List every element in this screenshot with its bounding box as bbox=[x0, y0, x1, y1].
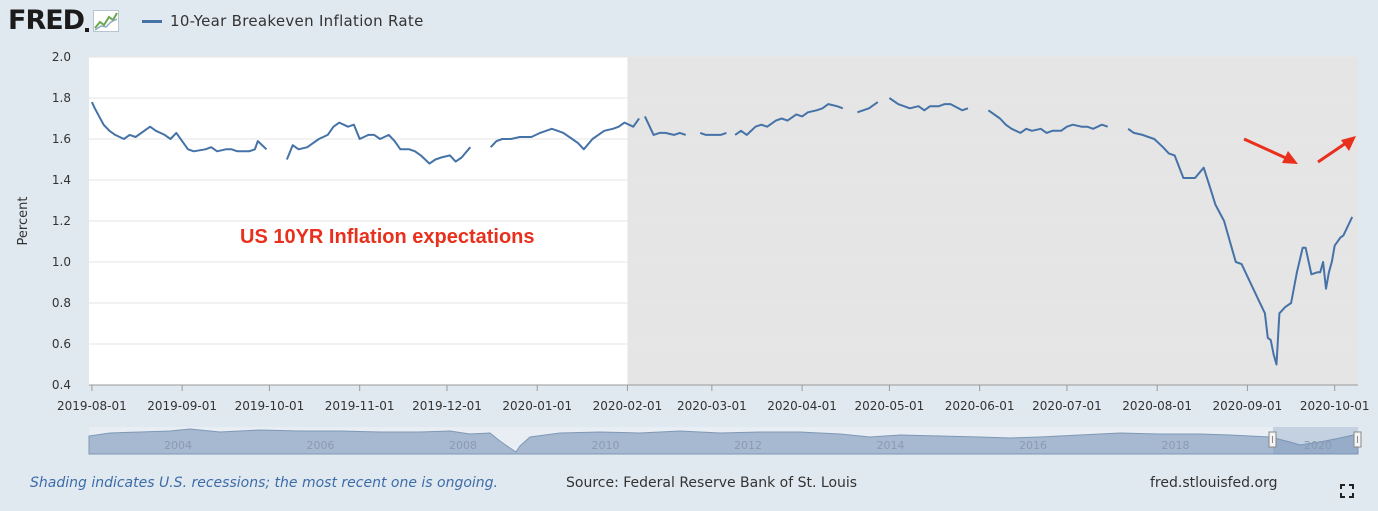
x-tick-label: 2020-04-01 bbox=[767, 399, 837, 413]
navigator-tick-label: 2014 bbox=[877, 439, 905, 452]
series-line-segment bbox=[699, 131, 727, 136]
x-tick-label: 2019-09-01 bbox=[147, 399, 217, 413]
fred-logo-text: FRED bbox=[8, 5, 85, 36]
x-tick-label: 2019-12-01 bbox=[412, 399, 482, 413]
chart-legend[interactable]: 10-Year Breakeven Inflation Rate bbox=[142, 12, 424, 30]
arrow-up-right-icon bbox=[1317, 136, 1356, 164]
y-tick-label: 1.6 bbox=[52, 132, 71, 146]
x-tick-label: 2020-09-01 bbox=[1213, 399, 1283, 413]
navigator-tick-label: 2004 bbox=[164, 439, 192, 452]
recession-note: Shading indicates U.S. recessions; the m… bbox=[30, 475, 499, 491]
source-url-link[interactable]: fred.stlouisfed.org bbox=[1150, 475, 1278, 491]
series-line bbox=[90, 97, 1354, 366]
y-axis-label: Percent bbox=[16, 197, 31, 246]
chart-header: FRED 10-Year Breakeven Inflation Rate bbox=[0, 0, 1378, 44]
x-tick-label: 2019-11-01 bbox=[325, 399, 395, 413]
arrow-down-right-icon bbox=[1243, 137, 1298, 164]
legend-label: 10-Year Breakeven Inflation Rate bbox=[170, 12, 424, 30]
x-tick-label: 2020-07-01 bbox=[1032, 399, 1102, 413]
navigator-tick-label: 2020 bbox=[1304, 439, 1332, 452]
x-tick-label: 2020-02-01 bbox=[593, 399, 663, 413]
navigator-ticks: 2004 2006 2008 2010 2012 2014 2016 2018 2020 bbox=[164, 439, 1332, 452]
series-line-segment bbox=[285, 121, 472, 165]
series-line-segment bbox=[857, 101, 879, 114]
source-text: Source: Federal Reserve Bank of St. Loui… bbox=[566, 475, 858, 491]
series-line-segment bbox=[734, 103, 844, 136]
y-tick-label: 1.2 bbox=[52, 214, 71, 228]
y-tick-label: 1.4 bbox=[52, 173, 71, 187]
x-tick-label: 2020-10-01 bbox=[1300, 399, 1370, 413]
time-navigator[interactable]: 2004 2006 2008 2010 2012 2014 2016 2018 2020 bbox=[88, 427, 1362, 455]
y-tick-label: 1.8 bbox=[52, 91, 71, 105]
y-axis-ticks: 0.4 0.6 0.8 1.0 1.2 1.4 1.6 1.8 2.0 bbox=[52, 50, 71, 392]
x-tick-label: 2019-10-01 bbox=[235, 399, 305, 413]
expand-icon[interactable] bbox=[1340, 484, 1354, 498]
series-line-segment bbox=[888, 97, 969, 112]
series-line-segment bbox=[90, 101, 268, 153]
navigator-area bbox=[88, 428, 1359, 455]
x-tick-label: 2020-03-01 bbox=[677, 399, 747, 413]
annotation-text: US 10YR Inflation expectations bbox=[240, 226, 535, 248]
series-line-segment bbox=[1127, 127, 1354, 366]
x-tick-label: 2020-06-01 bbox=[945, 399, 1015, 413]
navigator-tick-label: 2018 bbox=[1162, 439, 1190, 452]
y-tick-label: 2.0 bbox=[52, 50, 71, 64]
navigator-tick-label: 2006 bbox=[307, 439, 335, 452]
x-tick-label: 2019-08-01 bbox=[57, 399, 127, 413]
y-tick-label: 1.0 bbox=[52, 255, 71, 269]
series-line-segment bbox=[489, 117, 640, 151]
x-axis-ticks: 2019-08-01 2019-09-01 2019-10-01 2019-11-01… bbox=[57, 384, 1370, 413]
chart-canvas: 0.40.60.81.01.21.41.61.82.0 2019-08-01 20… bbox=[16, 50, 1370, 455]
y-tick-label: 0.4 bbox=[52, 378, 71, 392]
series-line-segment bbox=[643, 115, 687, 136]
x-tick-label: 2020-08-01 bbox=[1122, 399, 1192, 413]
fred-logo[interactable]: FRED bbox=[8, 5, 120, 36]
x-tick-label: 2020-01-01 bbox=[502, 399, 572, 413]
navigator-tick-label: 2008 bbox=[449, 439, 477, 452]
series-line-segment bbox=[987, 109, 1109, 134]
y-tick-label: 0.6 bbox=[52, 337, 71, 351]
navigator-tick-label: 2016 bbox=[1019, 439, 1047, 452]
fred-chart-icon bbox=[93, 10, 120, 32]
navigator-tick-label: 2010 bbox=[592, 439, 620, 452]
logo-dot bbox=[85, 28, 90, 32]
navigator-selection[interactable] bbox=[1273, 427, 1358, 454]
legend-swatch bbox=[142, 19, 162, 23]
navigator-tick-label: 2012 bbox=[734, 439, 762, 452]
y-tick-label: 0.8 bbox=[52, 296, 71, 310]
x-tick-label: 2020-05-01 bbox=[855, 399, 925, 413]
